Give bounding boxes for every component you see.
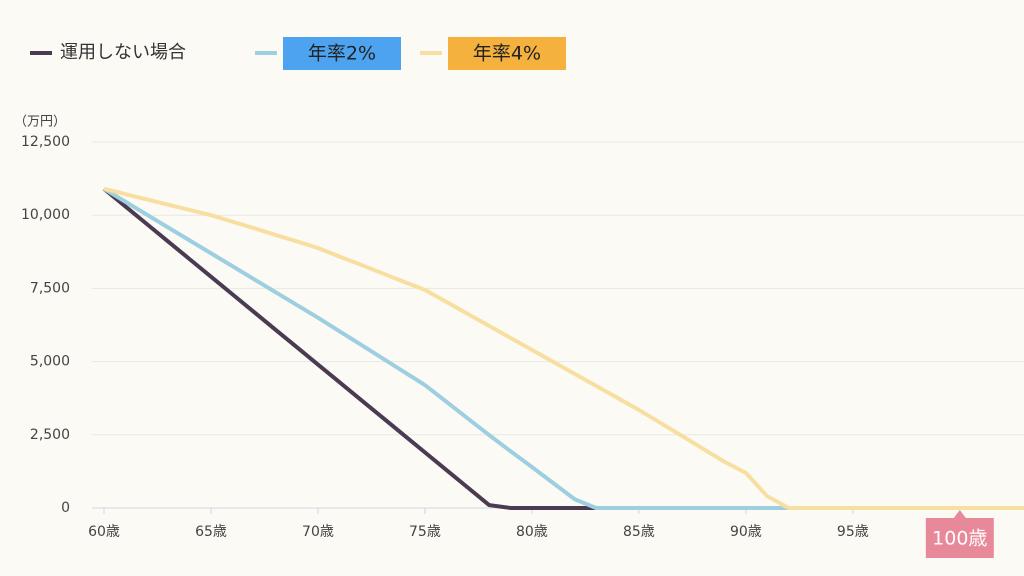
legend-label: 運用しない場合 <box>60 42 186 63</box>
x-tick-label: 65歳 <box>195 524 227 540</box>
x-tick-label: 90歳 <box>730 524 762 540</box>
legend-box <box>283 37 401 70</box>
legend-label: 年率2% <box>308 43 376 65</box>
y-tick-label: 7,500 <box>30 280 70 296</box>
x-tick-label: 75歳 <box>409 524 441 540</box>
x-tick-label: 85歳 <box>623 524 655 540</box>
y-tick-label: 10,000 <box>21 207 70 223</box>
legend-box <box>448 37 566 70</box>
x-tick-label: 60歳 <box>88 524 120 540</box>
y-tick-label: 5,000 <box>30 354 70 370</box>
series-line <box>103 186 1024 510</box>
x-tick-label: 70歳 <box>302 524 334 540</box>
y-tick-label: 2,500 <box>30 427 70 443</box>
y-tick-label: 0 <box>61 500 70 516</box>
x-tick-label: 80歳 <box>516 524 548 540</box>
legend-label: 年率4% <box>473 43 541 65</box>
y-unit-label: （万円） <box>14 115 66 130</box>
annotation-box <box>925 510 994 558</box>
x-tick-label: 95歳 <box>837 524 869 540</box>
y-tick-label: 12,500 <box>21 134 70 150</box>
annotation-label: 100歳 <box>932 528 987 550</box>
